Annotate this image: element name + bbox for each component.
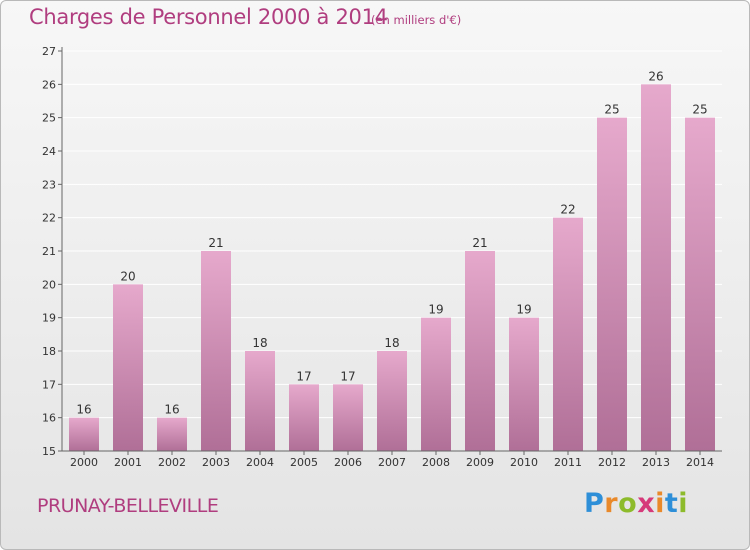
x-tick-label: 2001 (114, 456, 142, 469)
x-tick-label: 2004 (246, 456, 274, 469)
y-tick-label: 25 (42, 112, 56, 125)
chart-title: Charges de Personnel 2000 à 2014 (29, 5, 388, 29)
bar (685, 117, 715, 452)
x-tick-label: 2009 (466, 456, 494, 469)
data-label: 16 (164, 403, 179, 417)
town-name: PRUNAY-BELLEVILLE (37, 495, 219, 517)
y-tick-label: 27 (42, 45, 56, 58)
x-tick-label: 2011 (554, 456, 582, 469)
y-tick-label: 17 (42, 378, 56, 391)
bar (421, 317, 451, 451)
bar (113, 284, 143, 451)
data-label: 25 (604, 103, 619, 117)
x-tick-label: 2014 (686, 456, 714, 469)
logo-letter: r (604, 488, 619, 519)
x-tick-label: 2000 (70, 456, 98, 469)
data-label: 25 (692, 103, 707, 117)
x-tick-label: 2007 (378, 456, 406, 469)
data-label: 20 (120, 269, 135, 283)
data-label: 19 (516, 303, 531, 317)
data-label: 21 (472, 236, 487, 250)
y-tick-label: 24 (42, 145, 56, 158)
y-tick-label: 26 (42, 78, 56, 91)
bar (553, 217, 583, 451)
bar (333, 384, 363, 451)
bar (289, 384, 319, 451)
bar (157, 417, 187, 451)
data-label: 17 (340, 369, 355, 383)
y-tick-label: 22 (42, 212, 56, 225)
y-tick-label: 15 (42, 445, 56, 458)
y-tick-label: 19 (42, 312, 56, 325)
x-tick-label: 2005 (290, 456, 318, 469)
bar (465, 251, 495, 451)
y-tick-label: 16 (42, 412, 56, 425)
y-tick-label: 21 (42, 245, 56, 258)
x-tick-label: 2008 (422, 456, 450, 469)
data-label: 18 (384, 336, 399, 350)
data-label: 16 (76, 403, 91, 417)
bar (641, 84, 671, 451)
bar (201, 251, 231, 451)
data-label: 18 (252, 336, 267, 350)
bar (509, 317, 539, 451)
logo-letter: i (678, 488, 689, 519)
data-label: 19 (428, 303, 443, 317)
y-tick-label: 18 (42, 345, 56, 358)
bar (597, 117, 627, 452)
logo-letter: o (618, 488, 638, 519)
bar (69, 417, 99, 451)
x-tick-label: 2003 (202, 456, 230, 469)
logo-letter: x (637, 488, 656, 519)
x-tick-label: 2002 (158, 456, 186, 469)
logo-letter: t (664, 488, 679, 519)
bar (245, 351, 275, 451)
x-tick-label: 2006 (334, 456, 362, 469)
data-label: 21 (208, 236, 223, 250)
y-tick-label: 20 (42, 278, 56, 291)
x-tick-label: 2010 (510, 456, 538, 469)
bar (377, 351, 407, 451)
data-label: 26 (648, 69, 663, 83)
logo-letter: i (655, 488, 665, 519)
logo-letter: P (584, 488, 605, 519)
data-label: 17 (296, 369, 311, 383)
data-label: 22 (560, 203, 575, 217)
y-tick-label: 23 (42, 178, 56, 191)
x-tick-label: 2013 (642, 456, 670, 469)
x-tick-label: 2012 (598, 456, 626, 469)
proxiti-logo[interactable]: Proxiti (584, 488, 688, 519)
chart-subtitle: (en milliers d'€) (371, 13, 462, 27)
